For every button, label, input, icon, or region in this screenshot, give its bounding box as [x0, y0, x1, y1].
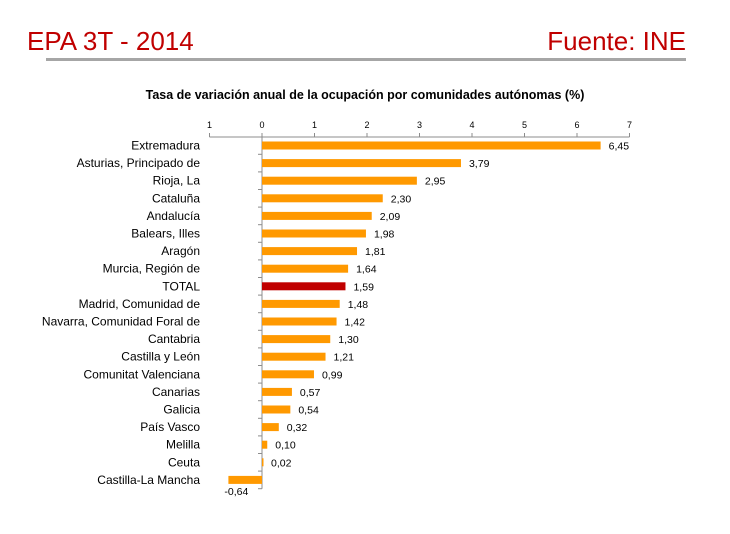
category-label: Ceuta [168, 455, 200, 469]
value-label: 0,57 [300, 387, 321, 399]
bar [262, 229, 366, 238]
category-label: Navarra, Comunidad Foral de [42, 315, 200, 329]
x-tick-label: 4 [469, 120, 474, 130]
bar [262, 141, 601, 150]
value-label: 0,02 [271, 457, 292, 469]
value-label: 0,54 [298, 405, 319, 417]
bar [262, 335, 331, 344]
bar [262, 299, 340, 308]
value-label: -0,64 [224, 486, 248, 498]
x-tick-label: ­1 [207, 120, 212, 130]
bar [262, 458, 264, 467]
category-label: Rioja, La [153, 174, 201, 188]
value-label: 3,79 [469, 158, 490, 170]
value-label: 1,30 [338, 334, 359, 346]
bar [262, 211, 372, 220]
value-label: 1,48 [348, 299, 369, 311]
category-label: Aragón [161, 244, 200, 258]
category-label: Cantabria [148, 332, 200, 346]
value-label: 1,81 [365, 246, 386, 258]
value-label: 1,42 [345, 317, 366, 329]
category-label: País Vasco [140, 420, 200, 434]
x-tick-label: 2 [364, 120, 369, 130]
bar [262, 405, 291, 414]
value-label: 1,59 [353, 281, 374, 293]
x-tick-label: 5 [522, 120, 527, 130]
value-label: 2,95 [425, 176, 446, 188]
value-label: 0,10 [275, 440, 296, 452]
bar [262, 194, 383, 203]
bar [262, 264, 349, 273]
category-label: Galicia [163, 403, 200, 417]
category-label: Balears, Illes [131, 227, 200, 241]
category-label: Canarias [152, 385, 200, 399]
bar [262, 159, 461, 168]
bar [262, 176, 417, 185]
header-title: EPA 3T - 2014 [27, 26, 194, 56]
bar [262, 423, 279, 432]
x-tick-label: 0 [259, 120, 264, 130]
value-label: 1,98 [374, 229, 395, 241]
category-label: Cataluña [152, 191, 200, 205]
value-label: 6,45 [609, 141, 630, 153]
x-tick-label: 1 [312, 120, 317, 130]
category-label: Melilla [166, 438, 200, 452]
category-label: Comunitat Valenciana [83, 367, 200, 381]
x-tick-label: 3 [417, 120, 422, 130]
category-label: Castilla-La Mancha [97, 473, 200, 487]
value-label: 1,21 [334, 352, 355, 364]
header-source: Fuente: INE [547, 26, 686, 56]
category-label: TOTAL [162, 279, 200, 293]
value-label: 0,99 [322, 369, 343, 381]
category-label: Extremadura [131, 139, 200, 153]
bar-total [262, 282, 346, 291]
category-label: Murcia, Región de [103, 262, 201, 276]
category-label: Andalucía [147, 209, 201, 223]
x-tick-label: 7 [627, 120, 632, 130]
header-divider [46, 58, 686, 61]
value-label: 2,09 [380, 211, 401, 223]
value-label: 0,32 [287, 422, 308, 434]
bar [262, 387, 292, 396]
value-label: 2,30 [391, 193, 412, 205]
bar [262, 317, 337, 326]
category-label: Asturias, Principado de [77, 156, 201, 170]
bar [262, 352, 326, 361]
x-tick-label: 6 [574, 120, 579, 130]
chart-title: Tasa de variación anual de la ocupación … [145, 88, 585, 102]
category-label: Castilla y León [121, 350, 200, 364]
category-label: Madrid, Comunidad de [79, 297, 201, 311]
bar [262, 247, 358, 256]
bar [228, 475, 262, 484]
bar [262, 440, 268, 449]
bar [262, 370, 314, 379]
value-label: 1,64 [356, 264, 377, 276]
